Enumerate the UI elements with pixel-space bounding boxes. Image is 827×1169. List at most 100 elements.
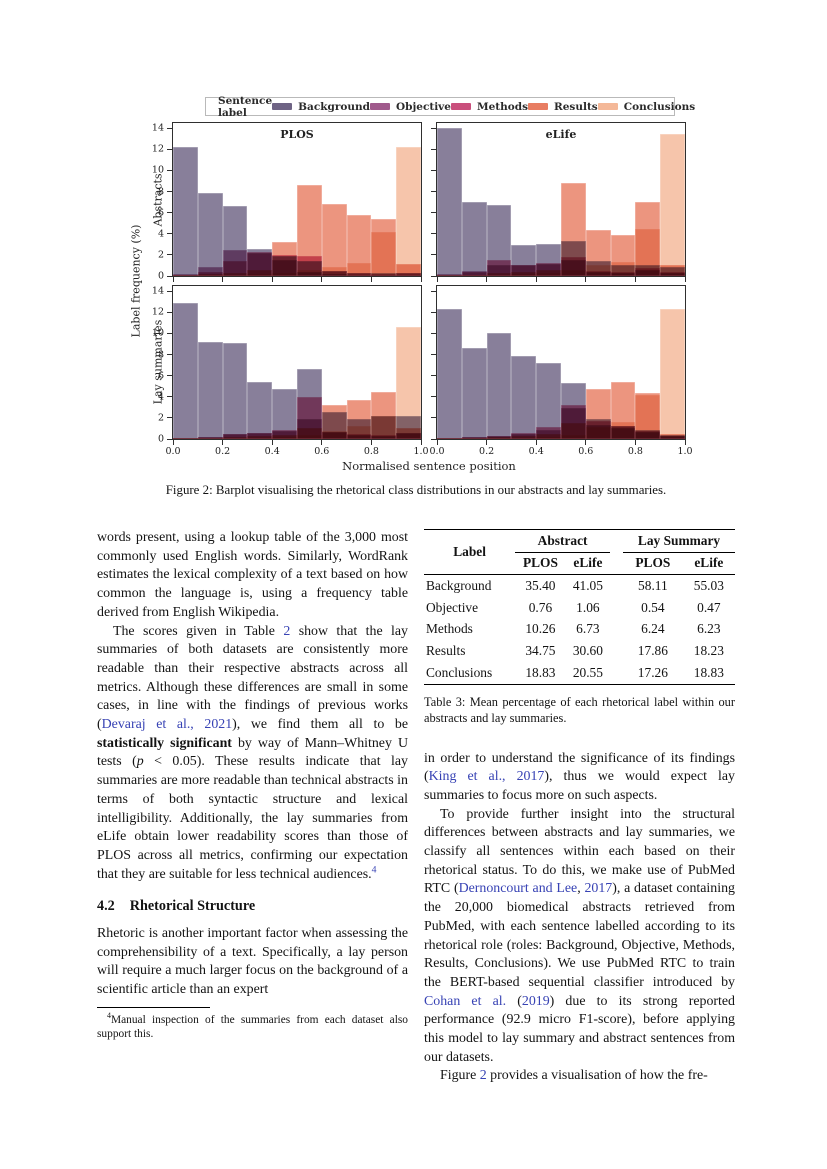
x-tick-mark — [370, 440, 372, 445]
text-segment: Manual inspection of the summaries from … — [97, 1013, 408, 1041]
legend-label: Background — [298, 100, 370, 113]
citation-link[interactable]: Dernoncourt and Lee — [458, 881, 578, 897]
bar-results — [173, 274, 198, 276]
footnote-text: 4Manual inspection of the summaries from… — [97, 1011, 408, 1042]
bar-conclusions — [437, 438, 462, 439]
citation-link[interactable]: 2 — [283, 623, 291, 639]
cell-value: 35.40 — [525, 577, 556, 593]
table3-spacer — [610, 662, 624, 685]
x-tick-mark — [486, 277, 488, 282]
x-tick-mark — [535, 440, 537, 445]
x-tick-mark — [321, 440, 323, 445]
figure2: Sentence label Background Objective Method… — [128, 94, 696, 477]
y-tick-mark — [167, 311, 172, 313]
y-tick-mark — [167, 212, 172, 214]
bar-conclusions — [461, 438, 487, 439]
bar-conclusions — [297, 269, 322, 276]
y-tick-mark — [431, 332, 436, 334]
y-tick-mark — [167, 332, 172, 334]
x-tick-mark — [684, 277, 686, 282]
bar-objective — [197, 266, 223, 276]
y-tick-label: 8 — [157, 349, 164, 361]
bar-conclusions — [437, 275, 462, 276]
x-tick-mark — [436, 440, 438, 445]
y-tick-label: 0 — [157, 270, 164, 282]
legend-swatch-background — [272, 103, 293, 110]
bar-results — [486, 272, 512, 276]
bar-background — [461, 202, 487, 276]
table3-spacer — [610, 641, 623, 663]
bar-methods — [486, 260, 512, 276]
legend-swatch-objective — [369, 103, 390, 110]
x-tick-mark — [420, 440, 422, 445]
citation-link[interactable]: 2 — [479, 1068, 487, 1084]
y-tick-mark — [167, 375, 172, 377]
cell-value: 18.23 — [693, 643, 724, 659]
citation-link[interactable]: Devaraj et al., 2021 — [101, 717, 233, 733]
bar-conclusions — [371, 415, 397, 439]
text-segment: , — [577, 881, 585, 897]
bar-conclusions — [222, 274, 248, 276]
x-tick-mark — [436, 277, 438, 282]
citation-link[interactable]: King et al., 2017 — [428, 769, 545, 785]
y-tick-mark — [167, 148, 172, 150]
x-tick-label: 0.8 — [627, 446, 643, 457]
bar-background — [173, 147, 198, 276]
bars-elife-lay — [437, 286, 685, 439]
y-tick-mark — [167, 290, 172, 292]
bar-conclusions — [536, 272, 561, 276]
cell-value: 0.54 — [641, 599, 665, 615]
panel-title-plos: PLOS — [280, 128, 314, 141]
citation-link[interactable]: 2017 — [584, 881, 613, 897]
right-column-text: in order to understand the significance … — [424, 750, 735, 1087]
bar-conclusions — [321, 266, 347, 276]
panel-plos-lay: 0 2 4 6 8 10 12 14 0.0 0.2 0.4 0.6 0.8 1.0 — [152, 285, 429, 457]
bars-elife-abstracts — [437, 123, 685, 276]
table3-subheader: eLife — [565, 552, 611, 576]
y-tick-mark — [431, 438, 436, 440]
x-axis-label: Normalised sentence position — [342, 459, 516, 473]
legend-item-methods: Methods — [450, 100, 529, 113]
bar-background — [437, 309, 462, 439]
bar-results — [247, 436, 273, 439]
legend-label: Objective — [395, 100, 451, 113]
table3-subheader: PLOS — [623, 552, 683, 576]
table-row: Background 35.40 41.05 58.11 55.03 — [424, 575, 735, 597]
y-tick-label: 10 — [151, 164, 164, 176]
x-tick-label: 0.6 — [314, 446, 330, 457]
legend-label: Methods — [476, 100, 529, 113]
text-segment: ), a dataset containing the 20,000 biome… — [424, 881, 735, 990]
bar-conclusions — [222, 437, 248, 439]
text-segment: by way of Mann–Whitney U tests ( — [97, 735, 408, 770]
x-tick-mark — [585, 440, 587, 445]
text-segment: 4 — [107, 1011, 111, 1021]
bar-conclusions — [272, 436, 297, 439]
bar-results — [536, 433, 561, 439]
bar-conclusions — [561, 269, 586, 276]
legend-title: Sentence label — [218, 94, 273, 119]
figure-legend: Sentence label Background Objective Method… — [205, 94, 695, 119]
bar-conclusions — [396, 326, 421, 439]
text-segment: ) due to its strong reported performance… — [424, 993, 736, 1065]
table3-spacer — [610, 597, 623, 619]
y-tick-label: 6 — [157, 370, 164, 382]
bar-conclusions — [297, 434, 322, 439]
x-tick-label: 0.2 — [215, 446, 231, 457]
bar-methods — [536, 427, 561, 439]
x-tick-mark — [271, 277, 273, 282]
bar-conclusions — [247, 273, 273, 276]
panel-plos-abstracts: PLOS 0 2 4 6 8 10 12 14 — [152, 122, 422, 282]
row-label: Methods — [426, 621, 473, 637]
y-tick-mark — [167, 275, 172, 277]
legend-swatch-methods — [450, 103, 471, 110]
table3-header-abstract: Abstract — [515, 529, 611, 553]
row-label: Conclusions — [424, 662, 516, 685]
bar-background — [486, 333, 512, 439]
cell-value: 20.55 — [565, 662, 611, 685]
x-tick-label: 0.6 — [578, 446, 594, 457]
citation-link[interactable]: Cohan et al. — [424, 993, 507, 1009]
y-tick-label: 4 — [157, 391, 164, 403]
citation-link[interactable]: 4 — [371, 864, 377, 876]
citation-link[interactable]: 2019 — [521, 993, 550, 1009]
